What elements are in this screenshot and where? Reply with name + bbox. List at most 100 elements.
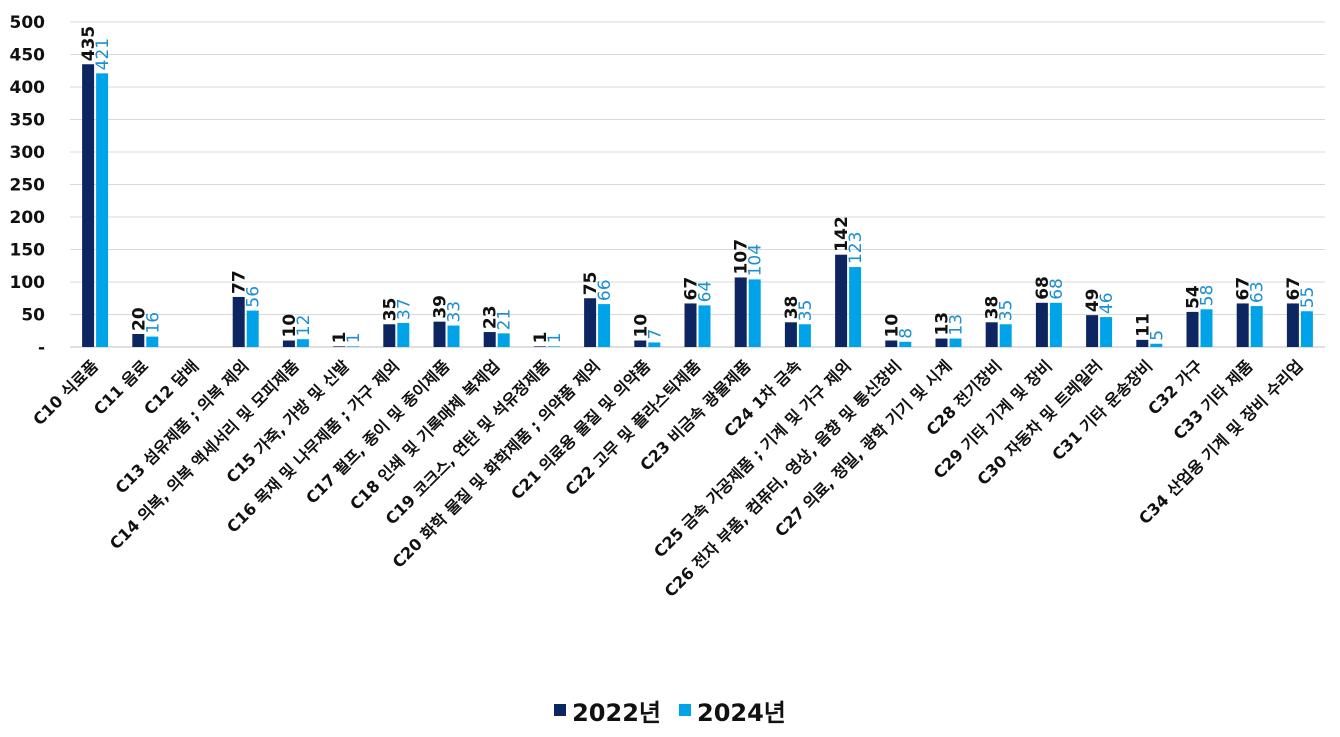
data-label-2024: 64 — [696, 281, 716, 303]
data-label-2024: 104 — [746, 244, 766, 276]
bar-2024 — [1200, 309, 1213, 347]
bar-2022 — [1035, 302, 1048, 347]
bar-2024 — [648, 342, 661, 347]
data-label-2022: 35 — [380, 298, 400, 322]
legend-swatch-2022 — [554, 704, 567, 716]
legend-item-2022: 2022년 — [554, 693, 661, 728]
data-label-2024: 63 — [1248, 281, 1268, 303]
y-tick-label: 50 — [21, 306, 45, 326]
bar-2022 — [1186, 311, 1199, 347]
bar-2024 — [999, 324, 1012, 347]
data-label-2024: 13 — [947, 314, 967, 336]
bar-2022 — [1286, 303, 1299, 347]
y-tick-label: - — [38, 338, 45, 358]
bar-2022 — [1086, 315, 1099, 347]
data-label-2022: 11 — [1133, 313, 1153, 337]
bar-2024 — [1049, 302, 1062, 347]
data-label-2024: 123 — [846, 232, 866, 264]
bar-2022 — [985, 322, 998, 347]
data-label-2024: 421 — [93, 38, 113, 70]
bar-2024 — [1100, 317, 1113, 347]
y-tick-label: 250 — [10, 176, 46, 196]
bar-2024 — [1150, 343, 1163, 347]
data-label-2022: 10 — [280, 314, 300, 338]
data-label-2024: 1 — [344, 333, 364, 344]
data-label-2024: 46 — [1097, 292, 1117, 314]
bar-2022 — [634, 340, 647, 347]
data-label-2022: 68 — [1033, 276, 1053, 300]
data-label-2024: 58 — [1198, 285, 1218, 307]
bar-2022 — [333, 346, 346, 347]
bar-2024 — [296, 339, 309, 347]
y-tick-label: 200 — [10, 208, 46, 228]
x-tick-label: C10 식료품 — [29, 356, 102, 429]
bar-2024 — [497, 333, 510, 347]
data-label-2022: 23 — [481, 305, 501, 329]
data-label-2024: 68 — [1047, 278, 1067, 300]
x-tick-label: C26 전자 부품, 컴퓨터, 영상, 음향 및 통신장비 — [661, 356, 905, 600]
data-label-2024: 33 — [445, 301, 465, 323]
data-label-2024: 21 — [495, 309, 515, 331]
bar-2022 — [734, 277, 747, 347]
bar-2022 — [383, 324, 396, 347]
legend-item-2024: 2024년 — [679, 693, 786, 728]
data-label-2024: 35 — [997, 300, 1017, 322]
bar-2024 — [547, 346, 560, 347]
data-label-2022: 39 — [431, 295, 451, 319]
data-label-2024: 12 — [294, 315, 314, 337]
bar-2022 — [282, 340, 295, 347]
data-label-2024: 5 — [1147, 330, 1167, 341]
data-label-2024: 1 — [545, 333, 565, 344]
y-tick-label: 150 — [10, 241, 46, 261]
bar-2024 — [397, 322, 410, 347]
data-label-2022: 1 — [330, 332, 350, 344]
bar-2024 — [246, 310, 259, 347]
bar-2022 — [935, 338, 948, 347]
y-tick-label: 500 — [10, 13, 46, 33]
bar-2024 — [96, 73, 109, 347]
data-label-2022: 20 — [129, 307, 149, 331]
data-label-2024: 7 — [645, 329, 665, 340]
bar-2024 — [748, 279, 761, 347]
bar-2022 — [584, 298, 597, 347]
bar-2024 — [146, 336, 159, 347]
bar-2024 — [798, 324, 811, 347]
legend-label-2024: 2024년 — [697, 698, 786, 727]
data-label-2022: 107 — [732, 239, 752, 275]
data-label-2024: 35 — [796, 300, 816, 322]
legend-label-2022: 2022년 — [572, 698, 661, 727]
bar-2024 — [1250, 306, 1263, 347]
data-label-2022: 49 — [1083, 288, 1103, 312]
data-label-2024: 56 — [244, 286, 264, 308]
data-label-2024: 8 — [896, 328, 916, 339]
data-label-2022: 38 — [782, 296, 802, 320]
legend-swatch-2024 — [679, 704, 691, 716]
bar-2022 — [684, 303, 697, 347]
y-tick-label: 400 — [10, 78, 46, 98]
bar-2022 — [784, 322, 797, 347]
y-tick-label: 300 — [10, 143, 46, 163]
data-label-2022: 75 — [581, 272, 601, 296]
data-label-2022: 77 — [230, 270, 250, 294]
bar-2022 — [1136, 339, 1149, 347]
bar-2022 — [835, 254, 848, 347]
y-tick-label: 350 — [10, 111, 46, 131]
data-label-2024: 66 — [595, 279, 615, 301]
bar-2024 — [347, 346, 360, 347]
bar-2022 — [132, 334, 145, 347]
bar-2024 — [447, 325, 460, 347]
y-tick-label: 100 — [10, 273, 46, 293]
bar-2022 — [82, 64, 95, 347]
bar-2022 — [433, 321, 446, 347]
bar-2022 — [483, 332, 496, 347]
data-label-2024: 16 — [143, 312, 163, 334]
data-label-2024: 37 — [394, 298, 414, 320]
bar-2024 — [598, 304, 611, 347]
data-label-2022: 10 — [631, 314, 651, 338]
bar-2024 — [849, 267, 862, 347]
bar-2022 — [1236, 303, 1249, 347]
data-label-2022: 435 — [79, 26, 99, 62]
bar-2022 — [232, 296, 245, 347]
data-label-2022: 10 — [882, 314, 902, 338]
